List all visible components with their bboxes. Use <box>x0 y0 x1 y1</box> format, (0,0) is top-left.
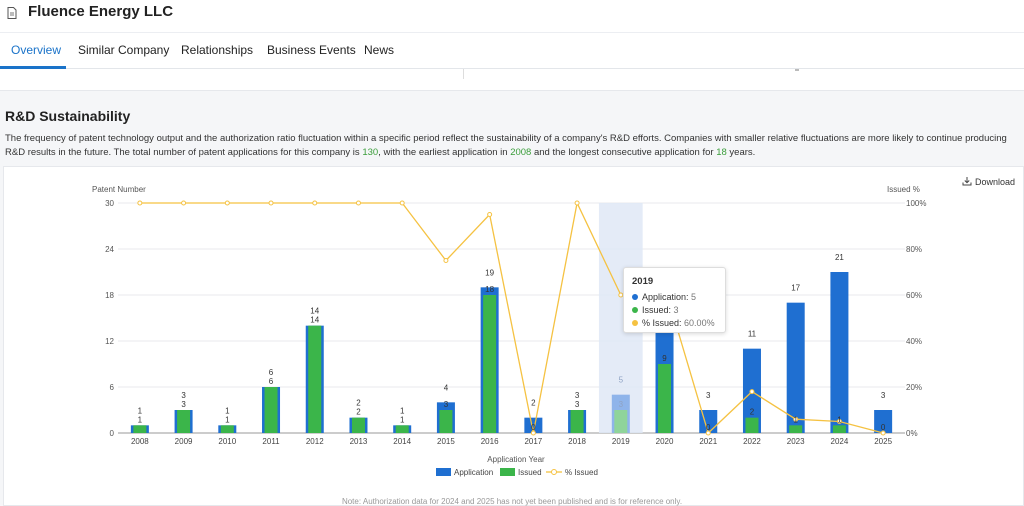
tooltip-issued-row: Issued: 3 <box>632 304 717 317</box>
application-dot-icon <box>632 294 638 300</box>
previous-section-card <box>0 69 1024 91</box>
divider-mark <box>795 69 799 71</box>
chart-tooltip: 2019 Application: 5 Issued: 3 % Issued: … <box>623 267 726 333</box>
company-name: Fluence Energy LLC <box>28 3 173 20</box>
pct-dot-icon <box>632 320 638 326</box>
desc-text-3: and the longest consecutive application … <box>531 147 716 158</box>
tab-business-events[interactable]: Business Events <box>267 43 356 57</box>
download-label: Download <box>975 177 1015 187</box>
tooltip-pct-row: % Issued: 60.00% <box>632 317 717 330</box>
tab-bar: Overview Similar Company Relationships B… <box>0 33 1024 69</box>
issued-dot-icon <box>632 307 638 313</box>
earliest-year: 2008 <box>510 147 531 158</box>
tab-similar-company[interactable]: Similar Company <box>78 43 169 57</box>
total-applications: 130 <box>362 147 378 158</box>
tab-news[interactable]: News <box>364 43 394 57</box>
chart-card <box>3 166 1024 506</box>
tooltip-application-value: 5 <box>691 292 696 302</box>
tooltip-issued-value: 3 <box>674 305 679 315</box>
tab-overview[interactable]: Overview <box>11 43 61 57</box>
tooltip-year: 2019 <box>632 276 717 287</box>
tooltip-application-label: Application: <box>642 292 689 302</box>
chart-note: Note: Authorization data for 2024 and 20… <box>0 497 1024 506</box>
document-icon <box>7 7 17 19</box>
header-bar: Fluence Energy LLC <box>0 0 1024 33</box>
section-description: The frequency of patent technology outpu… <box>5 132 1020 160</box>
tooltip-pct-label: % Issued: <box>642 318 682 328</box>
download-icon <box>962 176 972 186</box>
consecutive-years: 18 <box>716 147 727 158</box>
tooltip-application-row: Application: 5 <box>632 291 717 304</box>
section-title: R&D Sustainability <box>5 108 130 124</box>
tooltip-pct-value: 60.00% <box>684 318 715 328</box>
desc-text-4: years. <box>727 147 756 158</box>
download-button[interactable]: Download <box>962 176 1015 187</box>
divider <box>463 69 464 79</box>
desc-text-2: , with the earliest application in <box>378 147 510 158</box>
tooltip-issued-label: Issued: <box>642 305 671 315</box>
tab-relationships[interactable]: Relationships <box>181 43 253 57</box>
